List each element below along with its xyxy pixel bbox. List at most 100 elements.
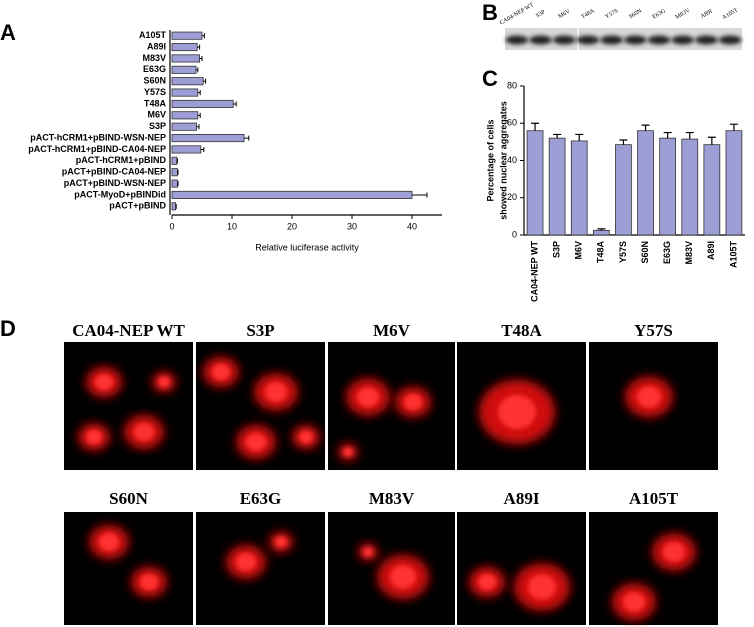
error-bar [553,133,562,139]
blot-band [600,35,624,45]
bar [171,156,178,165]
error-bar [177,169,179,175]
y-tick-label: S60N [143,76,166,86]
bar [171,31,203,40]
y-tick-label: S3P [149,121,166,131]
error-bar [197,44,201,50]
y-tick-label: pACT-hCRM1+pBIND [76,155,167,165]
blot-band [647,35,671,45]
error-bar [233,101,237,107]
micrograph-label: E63G [240,489,282,508]
cell-core [357,387,379,407]
x-tick-label: S60N [640,241,650,264]
bar [171,134,245,143]
y-tick-label: pACT+pBIND-WSN-NEP [64,178,166,188]
bar [171,190,413,199]
cell-core [343,447,353,457]
blot-band [552,35,576,45]
blot-band [718,35,742,45]
bar [615,144,632,236]
blot-band [695,35,718,45]
western-blot: CA04-NEP WT S3P M6V T48A Y57S S60N E63G M83V A89… [499,2,742,50]
y-tick-label: 20 [507,192,517,202]
bar [171,202,176,211]
cell-core [236,553,256,571]
y-tick-label: pACT+pBIND [109,201,166,211]
x-tick-label: 20 [287,221,297,231]
cell-core [134,423,154,441]
micrograph-panel: CA04-NEP WT S3P M6V T48A Y57S S60N E63G M83V A89… [64,321,718,625]
cell-core [363,547,373,557]
blot-band [576,35,600,45]
bar [171,122,198,131]
bar [592,229,610,236]
bar [659,137,677,236]
bar [171,145,202,154]
error-bar [531,122,540,131]
cell-core [99,533,119,551]
bar [171,111,199,120]
x-tick-label: M83V [684,241,694,265]
y-tick-label: 0 [512,229,517,239]
error-bar [597,228,606,231]
micrograph-label: S60N [109,489,148,508]
bar [171,65,197,74]
cell-core [390,565,416,589]
error-bar [197,112,201,118]
error-bar [196,124,200,130]
cell-core [86,429,102,445]
bar [526,130,544,236]
cell-core [212,363,230,381]
y-axis-title: showed nuclear aggregates [498,101,508,220]
x-tick-label: 40 [407,221,417,231]
cell-core [265,382,287,402]
cell-core [528,574,556,600]
lane-label: A89I [700,9,714,20]
micrograph-label: M83V [369,489,415,508]
bar [171,99,234,108]
micrograph-label: S3P [246,321,274,340]
cell-core [95,373,113,391]
cell-core [478,573,496,591]
micrograph [64,512,193,625]
lane-label: Y57S [604,8,619,20]
x-tick-label: M6V [574,241,584,260]
panel-letter: A [0,20,16,45]
panel-letter: B [482,0,498,25]
micrograph-label: T48A [501,321,542,340]
micrograph-label: A105T [629,489,679,508]
lane-label: CA04-NEP WT [499,2,535,26]
lane-label: M6V [557,8,572,20]
x-tick-label: 30 [347,221,357,231]
blot-band [529,35,552,45]
bar [171,179,178,188]
micrograph [457,512,586,625]
x-tick-label: A105T [728,241,738,269]
bar [681,138,699,236]
y-tick-label: T48A [144,98,167,108]
x-tick-label: CA04-NEP WT [529,240,539,301]
y-tick-label: 40 [507,155,517,165]
blot-band [505,35,529,45]
x-axis-title: Relative luciferase activity [255,242,359,252]
y-tick-label: 60 [507,118,517,128]
lane-label: A105T [721,7,739,21]
micrograph-label: CA04-NEP WT [72,321,185,340]
bar [548,137,566,236]
error-bar [199,55,203,61]
error-bar [196,67,199,73]
lane-label: T48A [581,8,597,21]
cell-core [275,536,287,548]
y-tick-label: pACT-hCRM1+pBIND-WSN-NEP [30,132,166,142]
bar [171,168,178,177]
error-bar [200,146,205,152]
x-tick-label: S3P [552,241,562,258]
error-bar [575,133,584,141]
micrograph [64,342,193,470]
blot-band [671,35,695,45]
micrograph-label: M6V [373,321,411,340]
error-bar [685,131,694,140]
y-tick-label: 80 [507,80,517,90]
cell-core [246,433,266,451]
x-tick-label: T48A [596,241,606,264]
